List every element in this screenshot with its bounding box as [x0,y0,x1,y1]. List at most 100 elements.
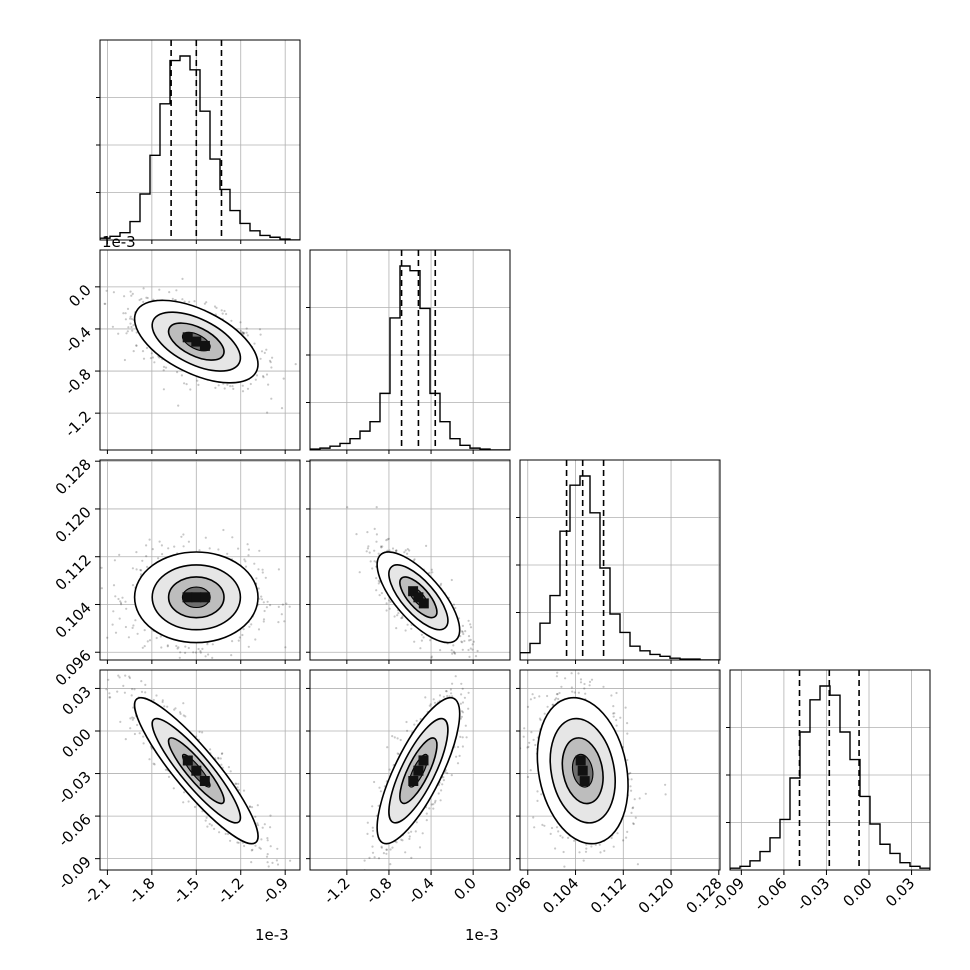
sample-point [108,696,111,699]
sample-point [385,848,388,851]
sample-point [386,538,389,541]
sample-point [116,690,119,693]
sample-point [117,332,120,335]
sample-point [577,672,580,675]
sample-point [265,855,269,858]
sample-point [432,807,435,810]
sample-point [399,738,402,742]
sample-point [209,748,212,751]
sample-point [151,548,154,551]
sample-point [237,639,240,642]
sample-point [215,306,218,309]
sample-point [410,830,413,833]
sample-point [632,822,635,825]
sample-point [555,826,559,829]
sample-point [124,600,127,603]
sample-point [142,357,146,360]
sample-point [227,766,230,769]
sample-point [603,849,606,853]
sample-point [201,647,204,651]
sample-point [383,597,387,600]
sample-point [231,640,234,643]
sample-point [175,644,178,648]
sample-point [232,387,235,390]
sample-point [441,783,444,786]
sample-point [288,605,291,608]
sample-point [150,747,153,750]
sample-point [160,646,163,649]
sample-point [469,626,473,629]
sample-point [133,732,136,736]
sample-point [211,656,214,660]
sample-point [401,839,404,842]
sample-point [131,688,134,691]
sample-point [513,720,515,722]
sample-point [124,625,127,629]
sample-point [258,597,261,600]
sample-point [260,595,263,598]
sample-point [448,695,451,698]
sample-point [241,633,244,637]
sample-point [394,550,397,553]
sample-point [239,329,242,332]
density-bin [418,755,429,766]
sample-point [400,838,403,841]
sample-point [284,646,287,649]
density-bin [191,336,202,347]
sample-point [255,374,259,377]
sample-point [122,312,125,315]
sample-point [419,647,422,650]
sample-point [152,662,154,664]
sample-point [127,326,130,329]
sample-point [236,841,239,844]
sample-point [451,682,454,685]
sample-point [377,552,380,555]
sample-point [106,636,109,639]
sample-point [270,366,273,369]
sample-point [182,533,185,536]
sample-point [461,631,464,634]
sample-point [582,859,585,862]
sample-point [229,770,232,773]
sample-point [153,763,156,766]
sample-point [204,655,207,658]
sample-point [152,698,155,702]
sample-point [366,531,369,534]
sample-point [267,865,270,868]
sample-point [563,865,566,868]
sample-point [433,701,437,704]
sample-point [257,587,260,590]
sample-point [166,645,169,648]
sample-point [248,805,251,808]
sample-point [161,553,164,556]
sample-point [142,735,145,738]
sample-point [128,676,131,680]
sample-point [138,298,141,302]
sample-point [406,623,409,626]
sample-point [145,555,148,558]
sample-point [404,851,407,854]
sample-point [242,331,245,334]
sample-point [265,348,268,351]
sample-point [377,579,380,583]
sample-point [280,613,283,616]
density-bin [199,776,210,786]
sample-point [472,640,475,643]
sample-point [260,598,264,601]
sample-point [199,650,202,653]
sample-point [100,566,103,569]
sample-point [105,289,108,292]
sample-point [242,789,246,792]
sample-point [118,553,121,557]
sample-point [634,816,637,819]
sample-point [119,720,122,724]
sample-point [175,289,178,292]
sample-point [459,702,462,705]
histogram-0 [100,55,300,240]
sample-point [199,651,202,654]
sample-point [187,800,190,803]
sample-point [180,535,183,538]
sample-point [173,708,176,711]
sample-point [467,648,470,652]
sample-point [555,693,559,696]
